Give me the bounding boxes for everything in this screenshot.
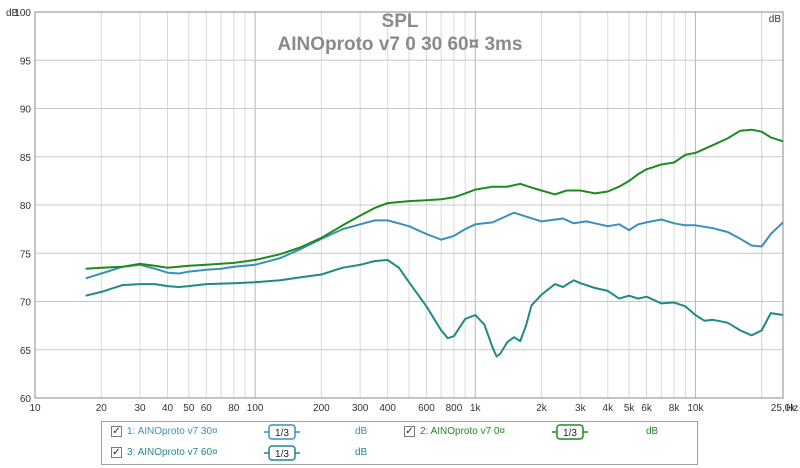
smoothing-label-1: 1/3 (275, 428, 289, 439)
y-tick-label: 100 (14, 8, 31, 19)
x-tick-label: 50 (183, 403, 195, 414)
series-line-3 (85, 259, 784, 358)
y-tick-label: 90 (20, 105, 32, 116)
x-tick-label: 8k (669, 403, 681, 414)
x-tick-label: 6k (641, 403, 653, 414)
y-tick-label: 65 (20, 346, 32, 357)
y-tick-label: 70 (20, 298, 32, 309)
x-tick-label: 100 (247, 403, 264, 414)
chart-title: SPL (381, 11, 419, 32)
x-tick-label: 40 (162, 403, 174, 414)
x-tick-label: 1k (470, 403, 482, 414)
x-tick-label: 10k (687, 403, 704, 414)
x-tick-label: 80 (228, 403, 240, 414)
y-tick-label: 85 (20, 153, 32, 164)
x-tick-label: 200 (313, 403, 330, 414)
legend-item-2: ✓ 2: AINOproto v7 0¤ 1/3 dB (404, 424, 694, 442)
legend-item-1: ✓ 1: AINOproto v7 30¤ 1/3 dB (111, 424, 391, 442)
y-axis-label-right: dB (769, 14, 782, 25)
y-tick-label: 95 (20, 56, 32, 67)
x-tick-label: 10 (29, 403, 41, 414)
x-tick-label: 4k (603, 403, 615, 414)
x-tick-label: 300 (352, 403, 369, 414)
legend-checkbox-1[interactable]: ✓ (111, 426, 122, 437)
x-tick-label: 20 (96, 403, 108, 414)
x-tick-label: 5k (624, 403, 636, 414)
smoothing-selector-3[interactable]: 1/3 (264, 445, 300, 461)
spl-chart: 10 20 30 40 50 60 80 100 200 300 400 600 800 1k 2k 3k 4k… (6, 8, 798, 414)
legend-label-2: 2: AINOproto v7 0¤ (420, 426, 506, 437)
legend-unit-3: dB (355, 447, 368, 458)
legend-checkbox-2[interactable]: ✓ (404, 426, 415, 437)
x-unit-label: Hz (786, 403, 798, 414)
y-axis-label: dB (6, 8, 19, 19)
x-tick-label: 3k (575, 403, 587, 414)
smoothing-selector-2[interactable]: 1/3 (552, 424, 588, 440)
smoothing-label-2: 1/3 (563, 428, 577, 439)
chart-subtitle: AINOproto v7 0 30 60¤ 3ms (277, 34, 523, 55)
x-tick-label: 600 (418, 403, 435, 414)
y-tick-label: 75 (20, 249, 32, 260)
legend-checkbox-3[interactable]: ✓ (111, 447, 122, 458)
y-tick-label: 60 (20, 394, 32, 405)
smoothing-selector-1[interactable]: 1/3 (264, 424, 300, 440)
legend-unit-1: dB (355, 426, 368, 437)
x-tick-label: 60 (201, 403, 213, 414)
x-tick-label: 25,0k (771, 403, 796, 414)
legend-label-3: 3: AINOproto v7 60¤ (127, 447, 218, 458)
x-tick-label: 400 (379, 403, 396, 414)
legend-unit-2: dB (646, 426, 659, 437)
x-tick-label: 800 (446, 403, 463, 414)
series-line-2 (85, 128, 784, 270)
legend-item-3: ✓ 3: AINOproto v7 60¤ 1/3 dB (111, 445, 391, 463)
series-line-1 (85, 211, 784, 280)
legend-label-1: 1: AINOproto v7 30¤ (127, 426, 218, 437)
plot-frame (34, 11, 784, 399)
x-tick-label: 2k (536, 403, 548, 414)
smoothing-label-3: 1/3 (275, 449, 289, 460)
x-tick-label: 30 (134, 403, 146, 414)
y-tick-label: 80 (20, 201, 32, 212)
legend-panel: ✓ 1: AINOproto v7 30¤ 1/3 dB ✓ 2: AINOpr… (101, 421, 698, 465)
